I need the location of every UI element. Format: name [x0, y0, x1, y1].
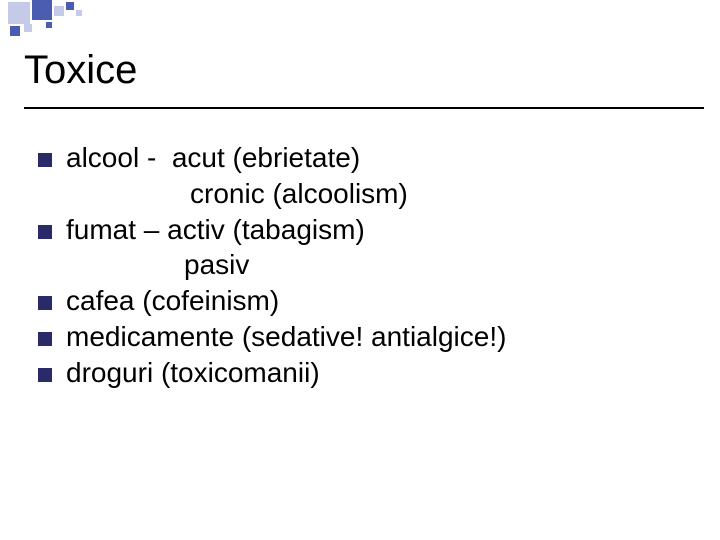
list-item-text: droguri (toxicomanii): [66, 355, 320, 391]
list-item-text: medicamente (sedative! antialgice!): [66, 319, 506, 355]
list-item: alcool - acut (ebrietate): [38, 140, 690, 176]
slide: Toxice alcool - acut (ebrietate) cronic …: [0, 0, 720, 540]
list-item: droguri (toxicomanii): [38, 355, 690, 391]
list-item-text: fumat – activ (tabagism): [66, 212, 365, 248]
bullet-square-icon: [38, 225, 52, 239]
bullet-square-icon: [38, 332, 52, 346]
list-item-text: cronic (alcoolism): [66, 176, 408, 212]
bullet-square-icon: [38, 368, 52, 382]
list-item-continuation: pasiv: [38, 247, 690, 283]
title-area: Toxice: [24, 48, 704, 109]
title-underline: [24, 107, 704, 109]
list-item-text: cafea (cofeinism): [66, 283, 279, 319]
list-item-text: alcool - acut (ebrietate): [66, 140, 360, 176]
list-item: fumat – activ (tabagism): [38, 212, 690, 248]
bullet-square-icon: [38, 153, 52, 167]
bullet-square-icon: [38, 296, 52, 310]
list-item: medicamente (sedative! antialgice!): [38, 319, 690, 355]
list-item-text: pasiv: [66, 247, 249, 283]
list-item: cafea (cofeinism): [38, 283, 690, 319]
slide-title: Toxice: [24, 48, 704, 107]
corner-decoration: [0, 0, 160, 40]
body-text: alcool - acut (ebrietate) cronic (alcool…: [38, 140, 690, 391]
list-item-continuation: cronic (alcoolism): [38, 176, 690, 212]
